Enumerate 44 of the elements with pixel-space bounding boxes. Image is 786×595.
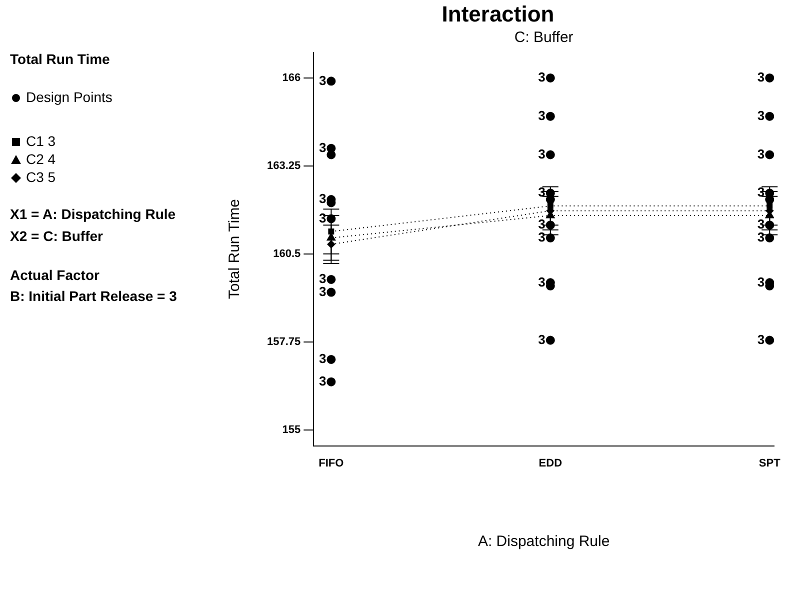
x-tick-label: FIFO [318, 457, 344, 470]
annotation: 3 [318, 72, 326, 88]
chart-subtitle: C: Buffer [514, 29, 574, 46]
annotation: 3 [538, 229, 546, 244]
annotation: 3 [757, 108, 765, 123]
text: X1 = A: Dispatching Rule [10, 206, 176, 222]
y-tick-label: 155 [282, 424, 301, 436]
annotation: 3 [757, 146, 765, 162]
y-axis-title: Total Run Time [226, 199, 244, 300]
y-tick-label: 166 [282, 72, 301, 84]
x-tick-label: EDD [538, 457, 562, 470]
annotation: 3 [538, 184, 546, 200]
legend-label: C2 4 [26, 150, 56, 167]
annotation: 3 [318, 191, 326, 206]
x-tick-label: SPT [758, 457, 781, 470]
annotation: 3 [538, 146, 546, 162]
annotation: 3 [757, 229, 765, 244]
annotation: 3 [538, 70, 546, 85]
x-axis-title: A: Dispatching Rule [478, 533, 610, 550]
annotation: 3 [318, 140, 326, 155]
annotation: 3 [318, 284, 326, 299]
annotation: 3 [318, 373, 326, 388]
annotation: 3 [757, 216, 765, 232]
legend-label: C3 5 [26, 168, 56, 185]
annotation: 3 [757, 274, 765, 290]
annotation: 3 [538, 108, 546, 123]
chart-title: Interaction [442, 1, 554, 26]
annotation: 3 [538, 332, 546, 347]
annotation: 3 [757, 332, 765, 347]
y-tick-label: 160.5 [273, 248, 301, 260]
text: Actual Factor [10, 266, 100, 283]
annotation: 3 [757, 184, 765, 200]
legend-label: Design Points [26, 88, 112, 105]
text: B: Initial Part Release = 3 [10, 288, 178, 304]
annotation: 3 [538, 274, 546, 290]
y-tick-label: 157.75 [266, 336, 301, 348]
text: X2 = C: Buffer [10, 228, 104, 244]
annotation: 3 [538, 216, 546, 232]
annotation: 3 [318, 271, 326, 286]
y-tick-label: 163.25 [266, 160, 301, 172]
annotation: 3 [318, 351, 326, 366]
text: Total Run Time [10, 50, 110, 67]
annotation: 3 [757, 70, 765, 85]
legend-label: C1 3 [26, 132, 56, 149]
